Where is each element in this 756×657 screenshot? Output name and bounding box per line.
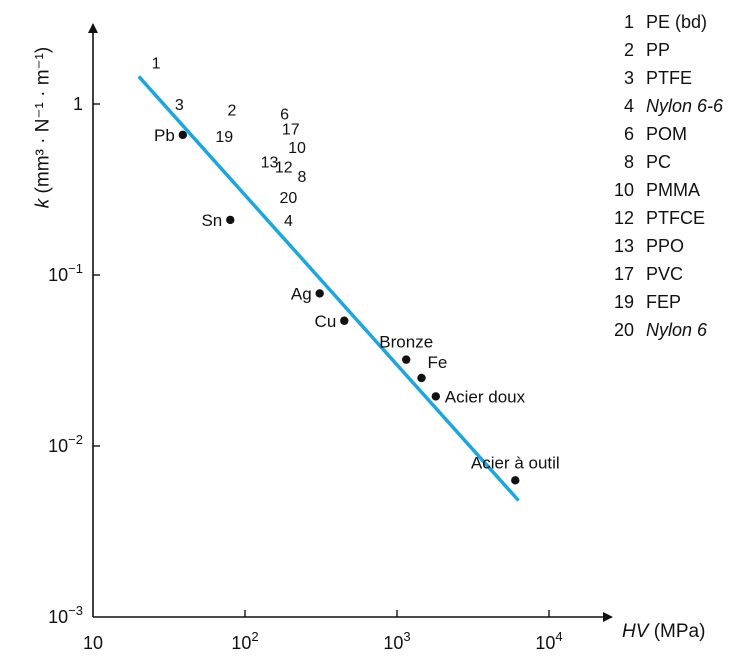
- polymer-label: 12: [275, 160, 293, 177]
- legend-material: PP: [646, 40, 671, 60]
- metal-label: Bronze: [379, 333, 433, 352]
- polymer-label: 13: [261, 155, 279, 172]
- legend-material: PTFCE: [646, 208, 706, 228]
- legend-item: 19 FEP: [600, 288, 723, 316]
- y-tick-label: 10−1: [48, 261, 83, 285]
- legend-item: 4 Nylon 6-6: [600, 92, 723, 120]
- polymer-label: 20: [280, 190, 298, 207]
- polymer-label: 17: [282, 121, 300, 138]
- x-axis-variable: HV: [622, 621, 649, 642]
- polymer-label: 19: [215, 129, 233, 146]
- axes: [88, 23, 613, 622]
- metal-label: Sn: [201, 211, 222, 230]
- metal-point: [226, 215, 235, 225]
- legend-item: 3 PTFE: [600, 64, 723, 92]
- x-tick-label: 10: [83, 633, 103, 653]
- polymer-label: 6: [280, 106, 289, 123]
- metal-point: [340, 316, 349, 325]
- fit-line-layer: [137, 75, 520, 502]
- legend-item: 6 POM: [600, 120, 723, 148]
- polymer-label: 1: [152, 55, 161, 72]
- legend-material: PVC: [646, 264, 684, 284]
- fit-line: [137, 75, 520, 502]
- x-axis-label: HV (MPa): [622, 621, 705, 643]
- metal-point: [402, 355, 411, 364]
- metal-point: [178, 130, 188, 140]
- x-tick-label: 103: [383, 629, 410, 653]
- legend-number: 4: [623, 96, 634, 116]
- metal-label: Ag: [291, 284, 312, 303]
- y-axis-unit: (mm³ · N⁻¹ · m⁻¹): [32, 46, 54, 194]
- polymer-label: 2: [227, 102, 236, 119]
- legend-material: PE (bd): [646, 12, 708, 32]
- legend-material: Nylon 6: [646, 320, 708, 340]
- metal-point: [417, 373, 426, 383]
- metal-label: Acier à outil: [471, 453, 560, 472]
- legend-number: 17: [613, 264, 634, 284]
- legend-item: 13 PPO: [600, 232, 723, 260]
- metal-label: Fe: [428, 353, 448, 372]
- legend-number: 8: [623, 152, 634, 172]
- x-axis-unit: (MPa): [653, 621, 706, 642]
- legend-number: 13: [613, 236, 634, 256]
- metal-point: [315, 289, 324, 298]
- legend-number: 12: [613, 208, 634, 228]
- legend-number: 1: [623, 12, 634, 32]
- legend-material: POM: [646, 124, 688, 144]
- legend-item: 12 PTFCE: [600, 204, 723, 232]
- legend: 1 PE (bd) 2 PP 3 PTFE 4 Nylon 6-6 6 POM 8 PC 10 PMMA 1…: [600, 8, 723, 344]
- legend-number: 6: [623, 124, 634, 144]
- legend-material: PC: [646, 152, 672, 172]
- legend-item: 17 PVC: [600, 260, 723, 288]
- legend-material: FEP: [646, 292, 682, 312]
- legend-number: 3: [623, 68, 634, 88]
- metal-point: [431, 392, 441, 401]
- y-tick-label: 10−3: [48, 603, 83, 627]
- polymer-label: 10: [288, 140, 306, 157]
- legend-item: 20 Nylon 6: [600, 316, 723, 344]
- y-axis-variable: k: [32, 198, 54, 209]
- y-tick-label: 1: [73, 94, 83, 114]
- polymer-label: 8: [298, 169, 307, 186]
- legend-material: PTFE: [646, 68, 693, 88]
- polymer-label: 4: [284, 213, 293, 230]
- legend-number: 10: [613, 180, 634, 200]
- legend-number: 2: [623, 40, 634, 60]
- legend-item: 10 PMMA: [600, 176, 723, 204]
- metal-label: Cu: [315, 312, 337, 331]
- legend-material: Nylon 6-6: [646, 96, 724, 116]
- legend-material: PMMA: [646, 180, 700, 200]
- legend-item: 8 PC: [600, 148, 723, 176]
- y-tick-label: 10−2: [48, 432, 83, 456]
- x-tick-label: 102: [231, 629, 258, 653]
- y-axis-label: k (mm³ · N⁻¹ · m⁻¹): [32, 13, 55, 243]
- legend-item: 1 PE (bd): [600, 8, 723, 36]
- legend-number: 19: [613, 292, 634, 312]
- metal-label: Acier doux: [445, 387, 526, 406]
- metal-label: Pb: [154, 126, 175, 145]
- legend-item: 2 PP: [600, 36, 723, 64]
- legend-number: 20: [613, 320, 634, 340]
- x-tick-label: 104: [535, 629, 562, 653]
- metal-point: [511, 476, 520, 485]
- polymer-label: 3: [175, 97, 184, 114]
- legend-material: PPO: [646, 236, 685, 256]
